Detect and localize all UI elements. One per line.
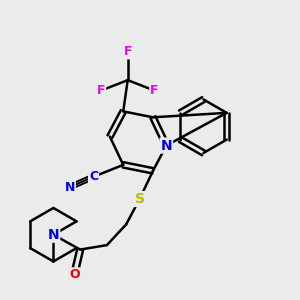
Text: F: F [150, 84, 159, 97]
Text: O: O [69, 268, 80, 281]
Text: N: N [64, 181, 75, 194]
Text: C: C [89, 170, 98, 183]
Text: N: N [48, 228, 59, 242]
Text: S: S [135, 192, 145, 206]
Text: F: F [124, 45, 132, 58]
Text: N: N [160, 139, 172, 152]
Text: F: F [97, 84, 105, 97]
